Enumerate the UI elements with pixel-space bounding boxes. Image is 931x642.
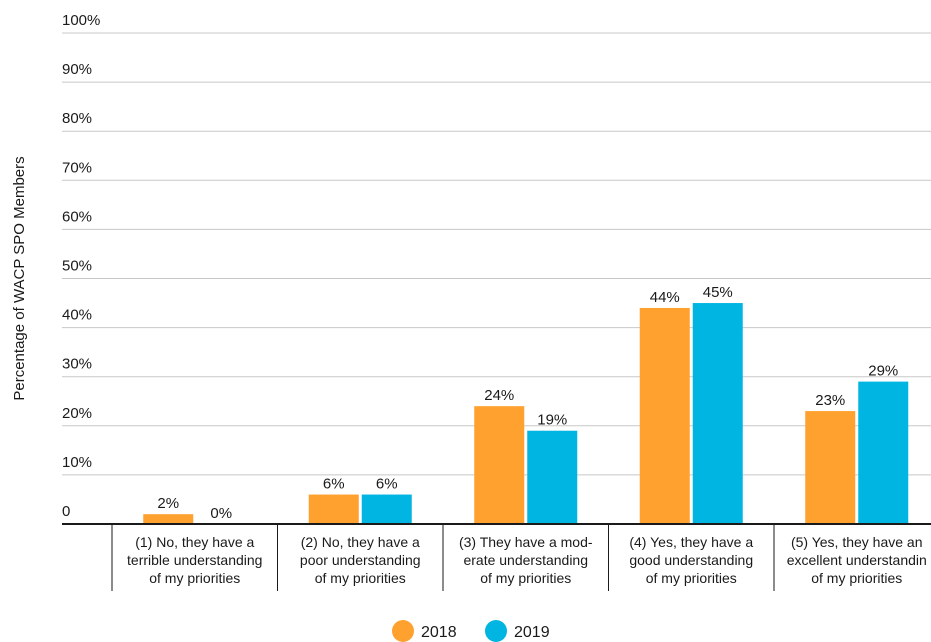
data-label: 44%: [650, 289, 680, 306]
bar-2018-cat-3: [474, 406, 525, 524]
y-tick-label: 20%: [62, 405, 92, 422]
x-tick-label: of my priorities: [646, 570, 737, 586]
x-tick-label: (1) No, they have a: [135, 534, 254, 550]
x-tick-label: of my priorities: [315, 570, 406, 586]
y-tick-label: 80%: [62, 110, 92, 127]
data-label: 19%: [537, 412, 567, 429]
bar-2019-cat-2: [361, 494, 412, 524]
data-label: 2%: [157, 495, 179, 512]
x-tick-label: excellent understandin: [787, 552, 927, 568]
data-label: 0%: [210, 505, 232, 522]
bar-2019-cat-5: [858, 381, 909, 524]
data-label: 29%: [868, 363, 898, 380]
data-label: 24%: [484, 387, 514, 404]
y-tick-label: 90%: [62, 61, 92, 78]
x-tick-label: (5) Yes, they have an: [791, 534, 923, 550]
bar-2019-cat-3: [527, 430, 578, 524]
data-label: 6%: [376, 476, 398, 493]
x-tick-label: erate understanding: [463, 552, 588, 568]
y-tick-label: 70%: [62, 159, 92, 176]
legend-swatch-2019: [485, 620, 507, 642]
x-tick-label: terrible understanding: [127, 552, 262, 568]
bar-2018-cat-2: [308, 494, 359, 524]
bar-2018-cat-1: [143, 514, 194, 524]
legend-label: 2018: [421, 624, 457, 641]
x-tick-label: of my priorities: [811, 570, 902, 586]
x-tick-label: (2) No, they have a: [301, 534, 420, 550]
data-label: 6%: [323, 476, 345, 493]
x-tick-label: (4) Yes, they have a: [629, 534, 753, 550]
x-tick-label: of my priorities: [149, 570, 240, 586]
legend-label: 2019: [514, 624, 550, 641]
y-tick-label: 0: [62, 503, 70, 520]
legend-swatch-2018: [392, 620, 414, 642]
x-tick-label: poor understanding: [300, 552, 421, 568]
data-label: 45%: [703, 284, 733, 301]
data-label: 23%: [815, 392, 845, 409]
x-tick-label: (3) They have a mod-: [459, 534, 593, 550]
bar-2018-cat-4: [639, 307, 690, 524]
y-tick-label: 40%: [62, 307, 92, 324]
x-tick-label: of my priorities: [480, 570, 571, 586]
x-tick-label: good understanding: [629, 552, 753, 568]
y-tick-label: 60%: [62, 208, 92, 225]
y-tick-label: 100%: [62, 12, 100, 29]
bar-2018-cat-5: [805, 411, 856, 524]
y-tick-label: 50%: [62, 258, 92, 275]
y-tick-label: 10%: [62, 454, 92, 471]
y-axis-label: Percentage of WACP SPO Members: [11, 156, 28, 400]
bar-2019-cat-4: [692, 303, 743, 524]
y-tick-label: 30%: [62, 356, 92, 373]
